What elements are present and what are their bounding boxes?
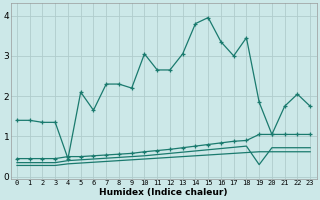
- X-axis label: Humidex (Indice chaleur): Humidex (Indice chaleur): [99, 188, 228, 197]
